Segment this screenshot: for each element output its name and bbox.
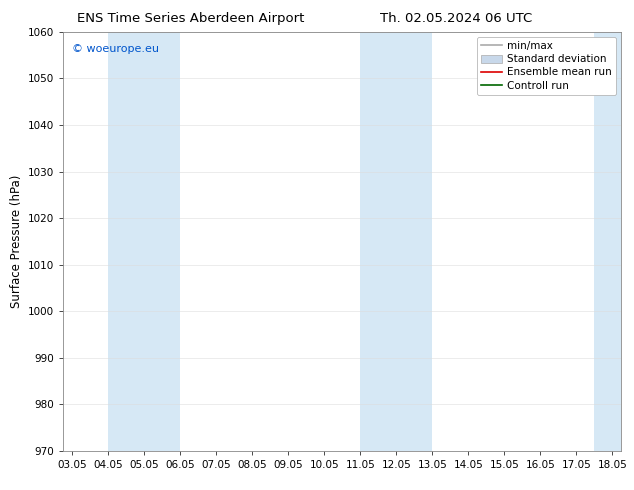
Text: © woeurope.eu: © woeurope.eu bbox=[72, 45, 158, 54]
Bar bbox=[360, 32, 432, 451]
Legend: min/max, Standard deviation, Ensemble mean run, Controll run: min/max, Standard deviation, Ensemble me… bbox=[477, 37, 616, 95]
Bar bbox=[594, 32, 621, 451]
Text: Th. 02.05.2024 06 UTC: Th. 02.05.2024 06 UTC bbox=[380, 12, 533, 25]
Text: ENS Time Series Aberdeen Airport: ENS Time Series Aberdeen Airport bbox=[77, 12, 304, 25]
Y-axis label: Surface Pressure (hPa): Surface Pressure (hPa) bbox=[10, 174, 23, 308]
Bar bbox=[108, 32, 181, 451]
